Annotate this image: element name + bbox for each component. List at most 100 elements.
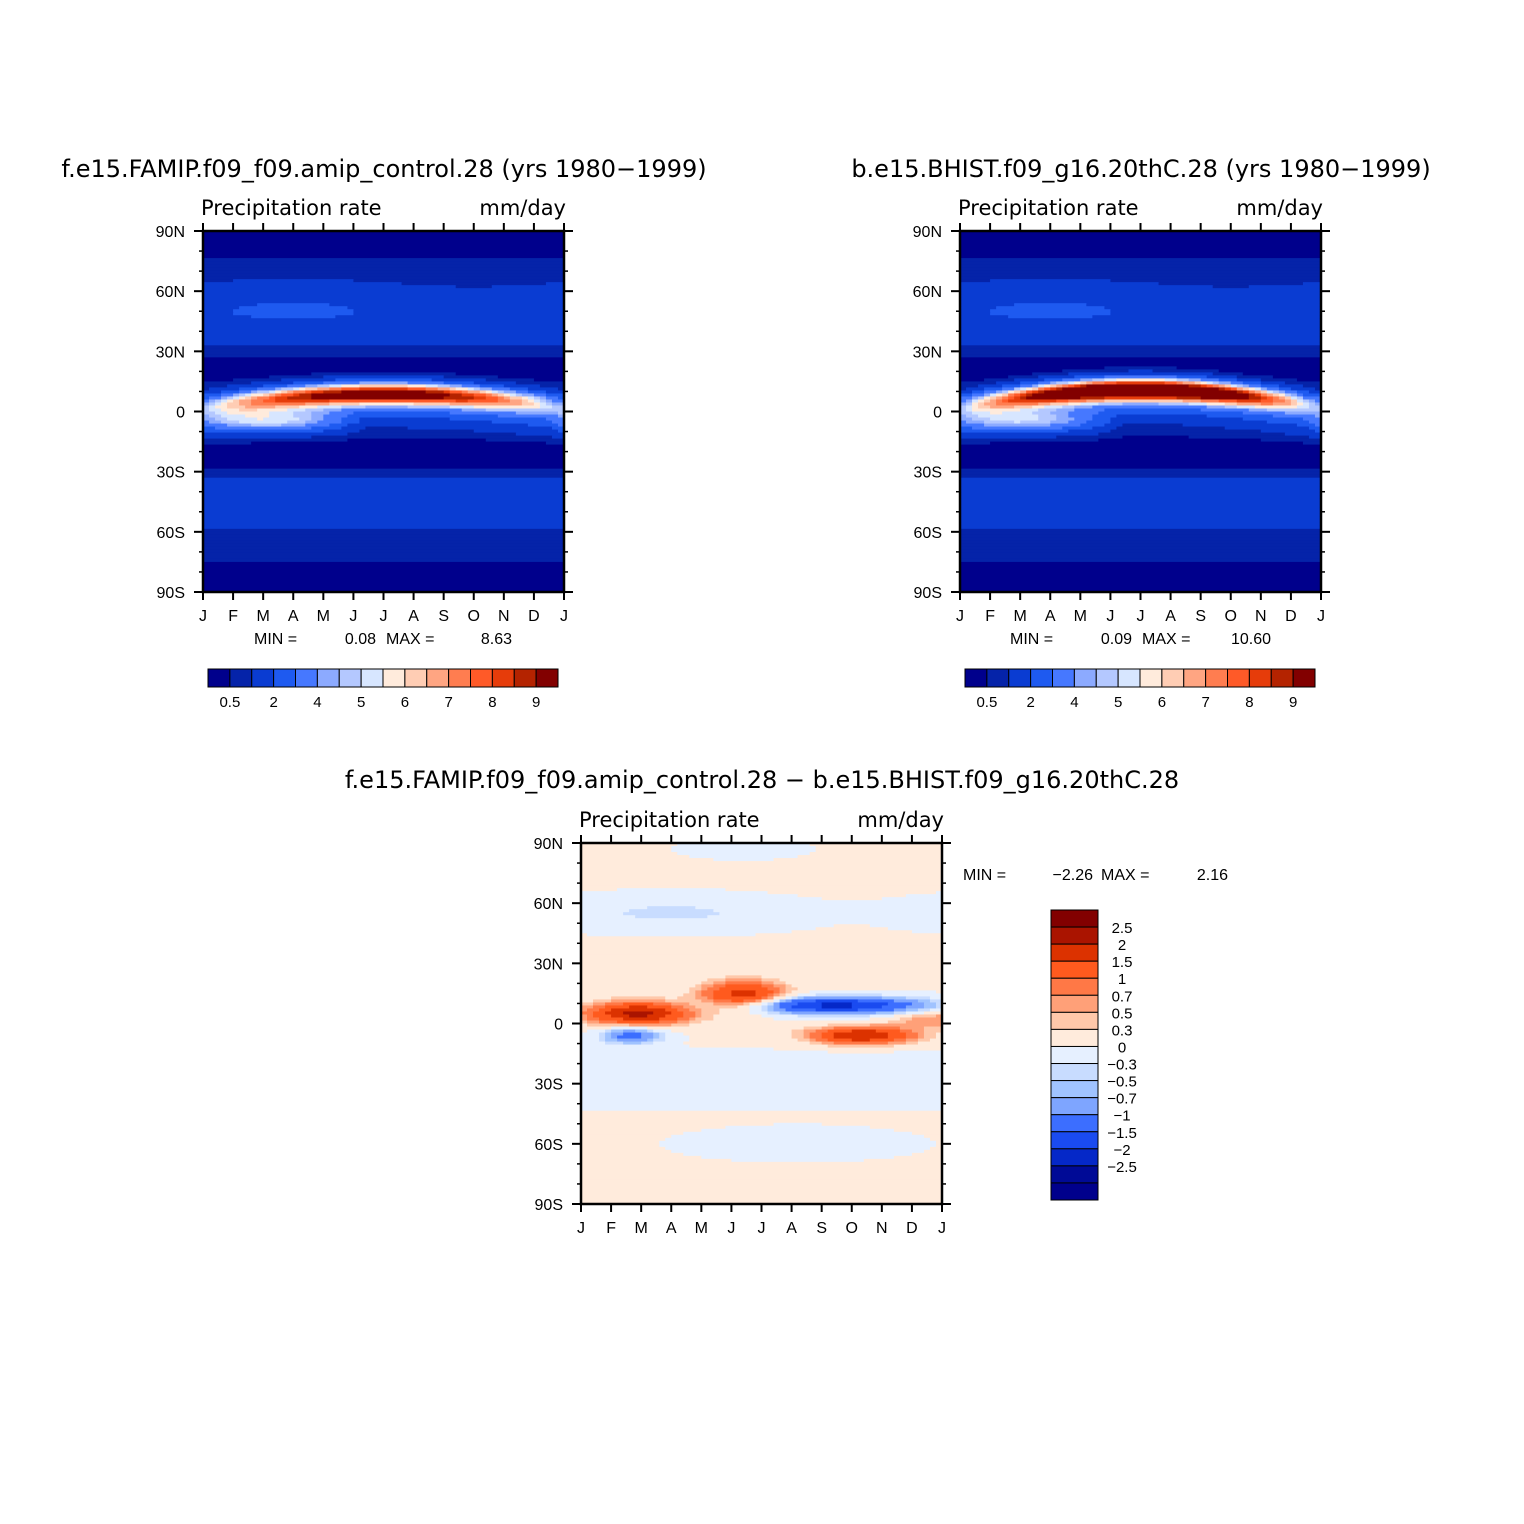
contour-cell xyxy=(683,1005,696,1010)
colorbar-swatch xyxy=(1050,1028,1099,1047)
contour-cell xyxy=(960,273,1321,277)
y-tick-label: 30S xyxy=(914,465,942,482)
contour-cell xyxy=(719,987,769,992)
colorbar-swatch xyxy=(1050,960,1099,979)
contour-cell xyxy=(960,360,1321,364)
contour-cell xyxy=(647,1026,805,1031)
contour-cell xyxy=(960,426,973,431)
colorbar-swatch xyxy=(1050,1131,1099,1150)
contour-cell xyxy=(990,417,1039,422)
contour-cell xyxy=(731,999,745,1004)
contour-cell xyxy=(551,405,564,410)
contour-cell xyxy=(257,417,264,422)
contour-cell xyxy=(1206,402,1226,407)
contour-cell xyxy=(960,468,1321,473)
contour-cell xyxy=(599,1038,606,1043)
contour-cell xyxy=(1278,393,1286,398)
contour-cell xyxy=(1110,312,1321,316)
contour-cell xyxy=(1260,429,1316,434)
contour-cell xyxy=(1260,438,1321,443)
contour-cell xyxy=(527,399,535,404)
contour-cell xyxy=(1302,384,1321,389)
contour-cell xyxy=(1038,381,1051,386)
contour-cell xyxy=(773,999,781,1004)
contour-cell xyxy=(335,378,433,383)
contour-cell xyxy=(1056,387,1063,392)
contour-cell xyxy=(984,390,997,395)
contour-cell xyxy=(281,387,294,392)
colorbar-swatch xyxy=(1227,668,1250,688)
contour-cell xyxy=(581,1011,594,1016)
contour-cell xyxy=(960,414,967,419)
contour-cell xyxy=(972,399,979,404)
contour-cell xyxy=(611,1026,648,1031)
contour-cell xyxy=(791,1011,877,1016)
contour-cell xyxy=(587,1020,600,1025)
contour-cell xyxy=(479,390,487,395)
contour-cell xyxy=(1098,411,1244,416)
contour-cell xyxy=(227,384,264,389)
contour-cell xyxy=(455,285,493,289)
contour-cell xyxy=(359,381,409,386)
contour-cell xyxy=(311,417,324,422)
contour-cell xyxy=(785,996,793,1001)
panel-amip-title: f.e15.FAMIP.f09_f09.amip_control.28 (yrs… xyxy=(61,155,706,183)
contour-cell xyxy=(671,1029,793,1034)
contour-cell xyxy=(972,405,979,410)
contour-cell xyxy=(1050,423,1081,428)
colorbar-swatch xyxy=(273,668,297,688)
contour-cell xyxy=(581,1152,684,1157)
contour-cell xyxy=(203,375,270,380)
contour-cell xyxy=(1272,393,1280,398)
contour-cell xyxy=(1050,387,1057,392)
contour-cell xyxy=(803,1032,811,1037)
contour-cell xyxy=(203,480,564,485)
contour-cell xyxy=(239,306,348,310)
colorbar-label: 0.5 xyxy=(976,694,997,711)
contour-cell xyxy=(1200,381,1208,386)
contour-cell xyxy=(221,393,234,398)
contour-cell xyxy=(659,1035,666,1040)
contour-cell xyxy=(641,1041,654,1046)
contour-cell xyxy=(785,1008,817,1013)
contour-cell xyxy=(443,375,499,380)
contour-cell xyxy=(960,519,1321,524)
contour-cell xyxy=(996,381,1021,386)
x-tick-label: M xyxy=(1074,608,1087,625)
contour-cell xyxy=(581,915,636,919)
contour-cell xyxy=(725,984,763,988)
contour-cell xyxy=(1236,387,1244,392)
contour-cell xyxy=(1314,399,1321,404)
contour-cell xyxy=(1308,390,1321,395)
colorbar-swatch xyxy=(382,668,406,688)
contour-cell xyxy=(251,315,336,319)
contour-cell xyxy=(1032,393,1250,398)
contour-cell xyxy=(960,336,1321,340)
contour-cell xyxy=(960,285,1214,289)
contour-cell xyxy=(821,1032,835,1037)
contour-cell xyxy=(984,378,1015,383)
y-tick-label: 60S xyxy=(535,1137,563,1154)
contour-cell xyxy=(905,1041,919,1046)
contour-cell xyxy=(809,843,942,847)
contour-cell xyxy=(581,936,942,940)
contour-cell xyxy=(791,996,799,1001)
contour-cell xyxy=(203,507,564,512)
contour-cell xyxy=(1272,414,1316,419)
contour-cell xyxy=(960,447,1321,452)
contour-cell xyxy=(407,405,451,410)
contour-cell xyxy=(1236,390,1244,395)
contour-cell xyxy=(203,303,258,307)
contour-cell xyxy=(203,234,564,238)
contour-cell xyxy=(1242,381,1262,386)
contour-cell xyxy=(869,1125,942,1130)
panel-difference: f.e15.FAMIP.f09_f09.amip_control.28 − b.… xyxy=(345,766,1228,1237)
contour-cell xyxy=(215,405,228,410)
contour-cell xyxy=(785,987,799,992)
contour-cell xyxy=(1272,402,1292,407)
contour-cell xyxy=(773,1002,781,1007)
contour-cell xyxy=(1008,399,1057,404)
contour-cell xyxy=(581,1116,942,1121)
contour-cell xyxy=(611,1032,624,1037)
x-tick-label: J xyxy=(956,608,964,625)
